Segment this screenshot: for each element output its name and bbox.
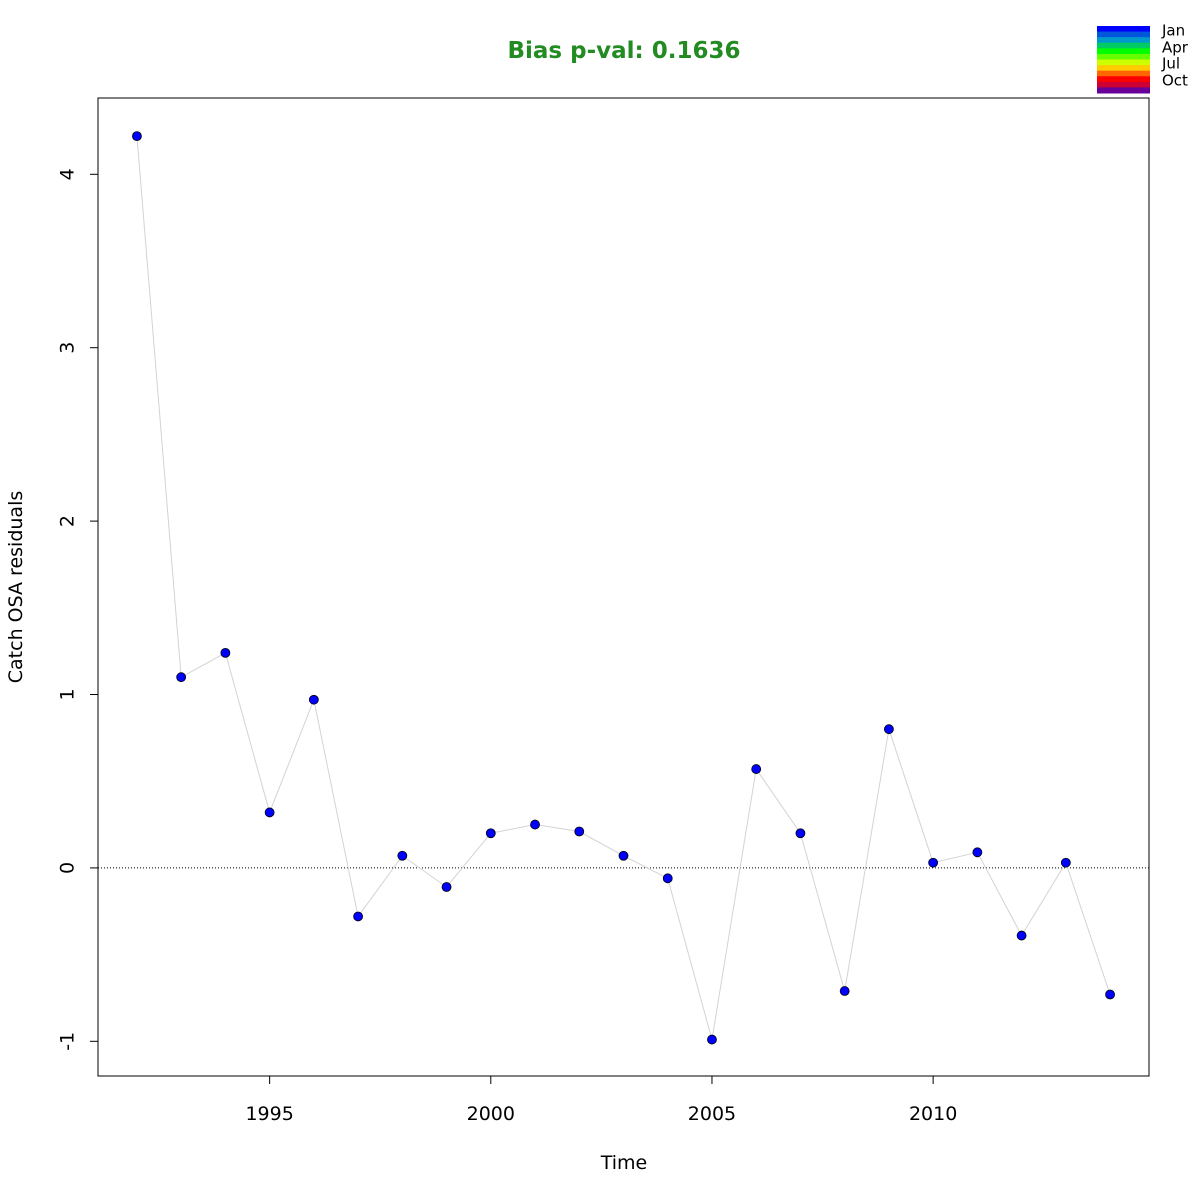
data-point [264,807,275,818]
data-point [1105,989,1115,1000]
x-tick-label: 1995 [245,1103,293,1125]
y-tick-label: 0 [57,862,79,874]
legend-swatch [1097,81,1150,88]
x-tick-label: 2010 [909,1103,957,1125]
legend-swatch [1097,42,1150,49]
data-point [662,873,673,884]
y-tick-label: 3 [57,342,79,354]
data-point [530,819,540,830]
y-tick-label: 2 [57,515,79,527]
data-point [972,847,983,858]
x-tick-label: 2005 [688,1103,736,1125]
series-line [136,136,1111,1040]
legend-swatch [1097,37,1150,44]
y-tick-label: -1 [57,1032,79,1051]
data-point [839,986,850,996]
x-axis-title: Time [600,1152,648,1174]
data-point [574,826,585,837]
chart-title: Bias p-val: 0.1636 [508,38,741,64]
legend-swatch [1097,70,1150,77]
legend-swatch [1097,26,1150,33]
x-tick-label: 2000 [467,1103,515,1125]
legend-label: Oct [1162,72,1188,90]
y-tick-label: 4 [57,168,79,180]
data-point [884,724,894,735]
data-point [618,850,629,861]
plot-box [97,97,1150,1077]
legend-swatch [1097,48,1150,55]
legend-swatch [1097,76,1150,83]
legend-label: Jan [1161,22,1185,40]
data-point [928,857,939,868]
y-axis-title: Catch OSA residuals [5,491,27,683]
data-point [220,647,231,658]
legend-label: Jul [1161,55,1180,73]
y-axis: -1 0 1 2 3 4 [57,168,99,1051]
data-point [132,131,142,142]
data-point [441,882,452,892]
data-point [397,850,408,861]
legend-swatch [1097,31,1150,38]
data-point [1060,857,1071,868]
data-point [1016,930,1027,941]
legend-swatch [1097,65,1150,72]
data-point [353,911,363,922]
legend-swatch [1097,87,1150,94]
data-point [176,672,187,683]
data-point [795,828,806,839]
legend-label: Apr [1162,39,1189,57]
y-tick-label: 1 [57,688,79,700]
data-point [707,1034,717,1045]
data-point [308,694,319,705]
legend-swatch [1097,53,1150,60]
data-point [751,764,762,774]
legend-swatch [1097,59,1150,66]
data-point [485,828,496,839]
x-axis: 1995 2000 2005 2010 [245,1075,957,1125]
data-points [132,131,1115,1045]
